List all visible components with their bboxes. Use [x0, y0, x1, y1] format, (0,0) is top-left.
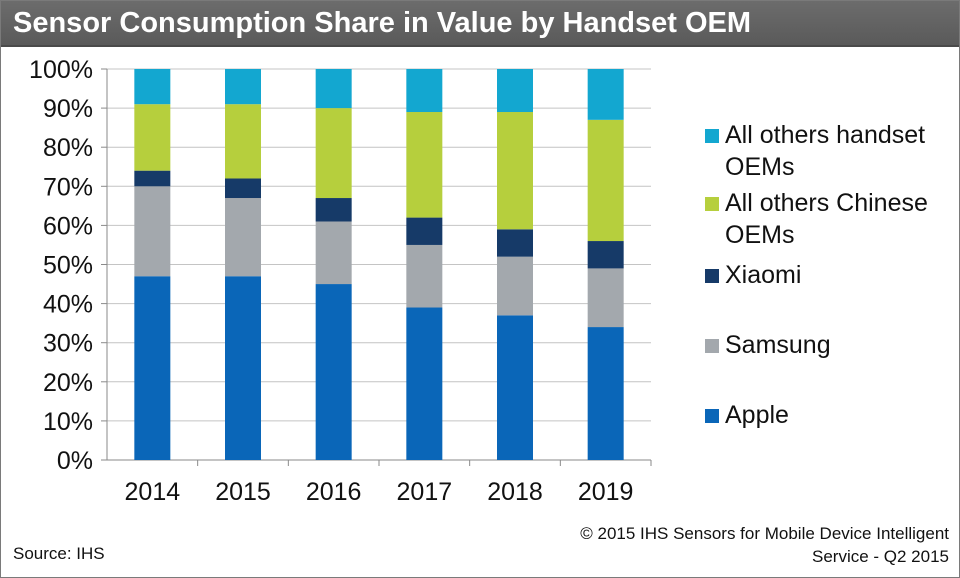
bar-segment: [587, 119, 624, 242]
bar-segment: [406, 69, 443, 113]
y-tick-label: 90%: [43, 95, 93, 123]
y-tick-label: 30%: [43, 330, 93, 358]
bar-segment: [225, 276, 261, 460]
legend-swatch: [705, 129, 719, 143]
bar-segment: [497, 229, 533, 257]
y-tick-label: 40%: [43, 291, 93, 319]
y-tick-label: 50%: [43, 252, 93, 280]
bar-segment: [225, 69, 261, 105]
bar-segment: [134, 186, 171, 277]
legend-swatch: [705, 197, 719, 211]
title-bar: Sensor Consumption Share in Value by Han…: [1, 1, 959, 47]
bar-segment: [315, 221, 352, 285]
bar-segment: [134, 170, 171, 187]
x-tick-label: 2015: [215, 478, 271, 506]
y-tick-label: 70%: [43, 173, 93, 201]
chart-title: Sensor Consumption Share in Value by Han…: [13, 7, 752, 39]
bar-segment: [315, 198, 352, 222]
bar-segment: [406, 244, 443, 308]
legend-label: Samsung: [725, 331, 831, 359]
source-note: Source: IHS: [13, 544, 105, 563]
legend-swatch: [705, 409, 719, 423]
bar-segment: [497, 256, 533, 316]
legend-label: Apple: [725, 401, 789, 429]
legend-swatch: [705, 269, 719, 283]
legend-label: Xiaomi: [725, 261, 802, 289]
bar-segment: [225, 198, 261, 277]
bar-segment: [406, 307, 443, 460]
bar-segment: [134, 104, 171, 171]
y-tick-label: 100%: [29, 56, 93, 84]
bar-segment: [315, 284, 352, 460]
x-tick-label: 2016: [306, 478, 362, 506]
legend-label: All others handset OEMs: [725, 121, 926, 181]
x-tick-label: 2019: [578, 478, 634, 506]
copyright-note: © 2015 IHS Sensors for Mobile Device Int…: [489, 522, 949, 568]
bar-segment: [406, 217, 443, 245]
bar-segment: [497, 315, 533, 460]
bar-segment: [497, 69, 533, 113]
bar-segment: [134, 69, 171, 105]
bar-segment: [587, 268, 624, 328]
bar-segment: [225, 104, 261, 179]
y-tick-label: 60%: [43, 212, 93, 240]
bar-segment: [587, 69, 624, 120]
y-tick-label: 20%: [43, 369, 93, 397]
bar-segment: [315, 69, 352, 109]
copyright-line-2: Service - Q2 2015: [811, 547, 949, 566]
y-tick-label: 0%: [57, 447, 93, 475]
y-tick-label: 10%: [43, 408, 93, 436]
legend-label: All others Chinese OEMs: [725, 189, 928, 249]
bar-segment: [497, 112, 533, 230]
bar-segment: [134, 276, 171, 460]
bar-segment: [406, 112, 443, 218]
x-tick-label: 2014: [125, 478, 181, 506]
bar-segment: [587, 327, 624, 460]
y-tick-label: 80%: [43, 134, 93, 162]
bar-segment: [587, 241, 624, 269]
bar-segment: [315, 108, 352, 199]
copyright-line-1: © 2015 IHS Sensors for Mobile Device Int…: [580, 524, 949, 543]
legend-swatch: [705, 339, 719, 353]
x-tick-label: 2018: [487, 478, 543, 506]
bar-segment: [225, 178, 261, 199]
x-tick-label: 2017: [397, 478, 453, 506]
